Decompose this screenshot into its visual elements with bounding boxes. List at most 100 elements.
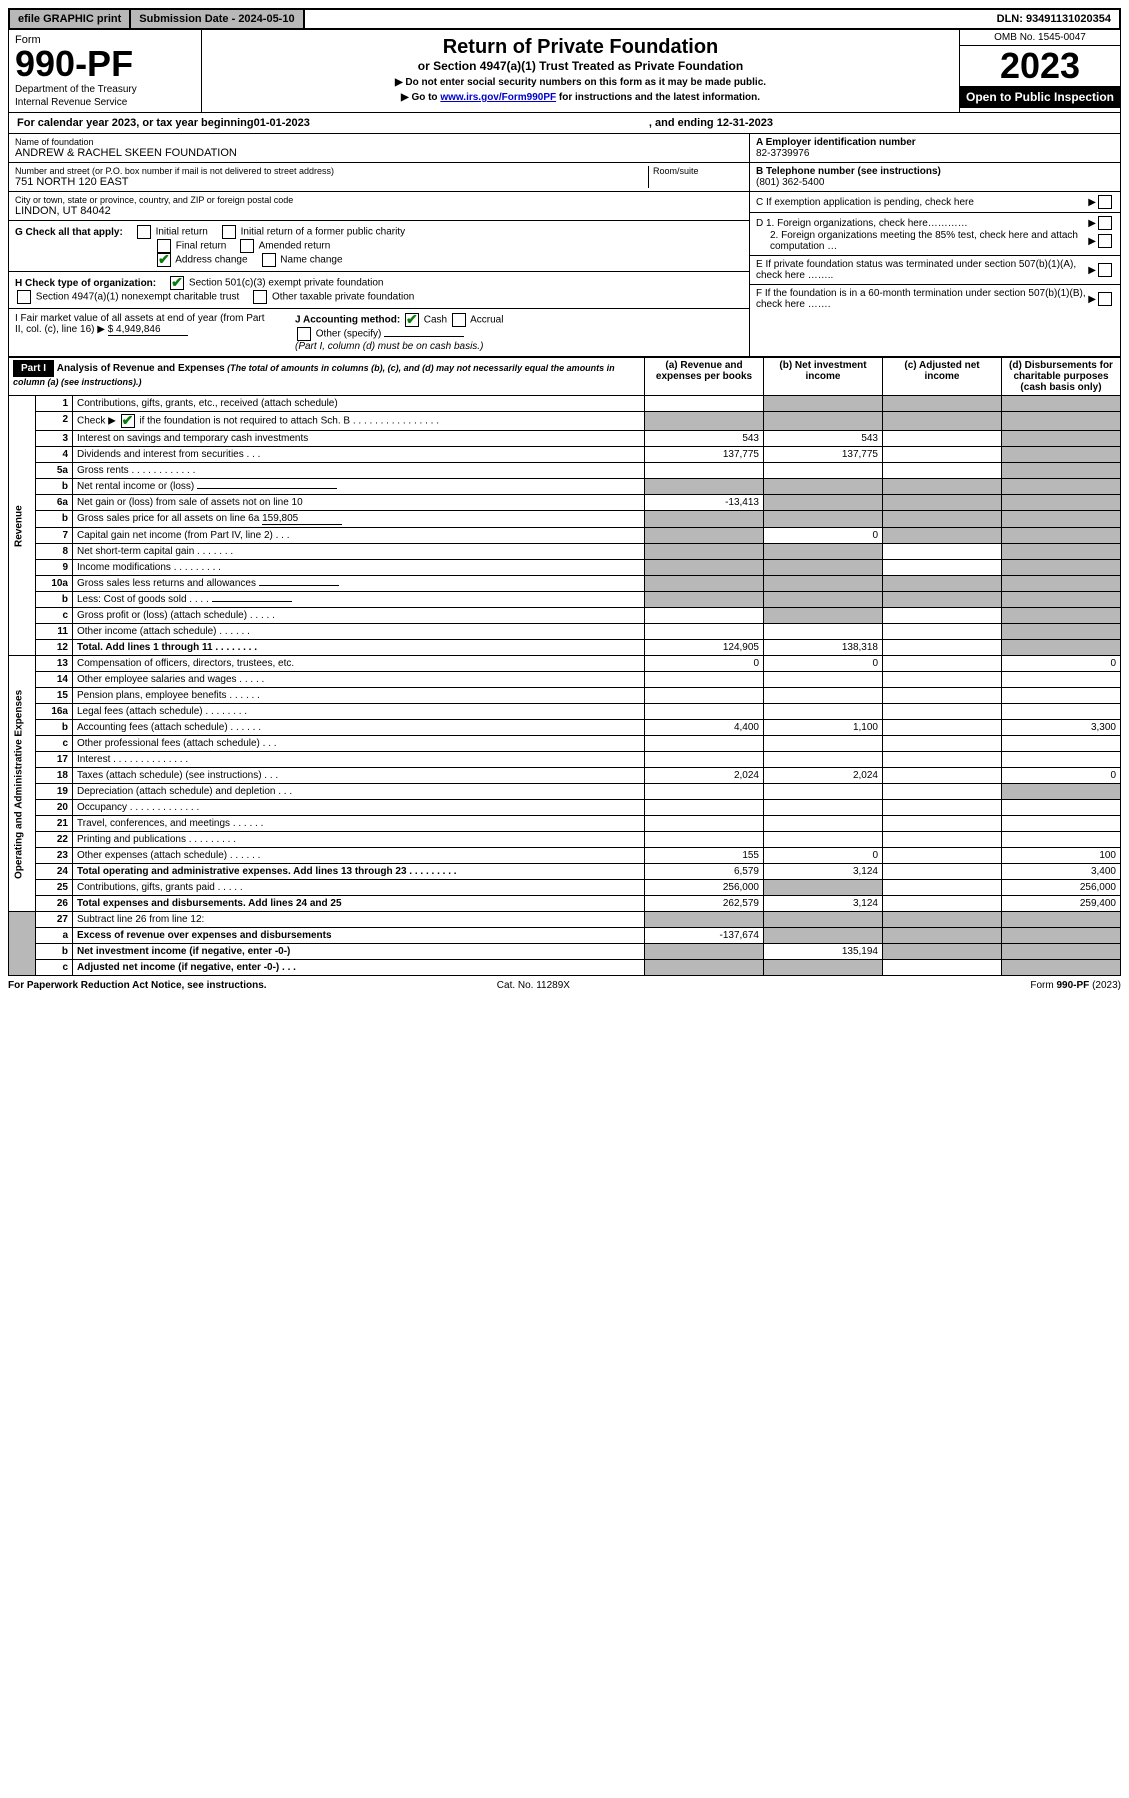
- row-16c: Other professional fees (attach schedule…: [73, 736, 645, 752]
- h-check-row: H Check type of organization: Section 50…: [15, 276, 743, 290]
- chk-d2[interactable]: [1098, 234, 1112, 248]
- lbl-501c3: Section 501(c)(3) exempt private foundat…: [189, 278, 384, 289]
- form-subtitle: or Section 4947(a)(1) Trust Treated as P…: [208, 59, 953, 73]
- row-16a: Legal fees (attach schedule) . . . . . .…: [73, 704, 645, 720]
- chk-address-change[interactable]: [157, 253, 171, 267]
- chk-initial[interactable]: [137, 225, 151, 239]
- row-15: Pension plans, employee benefits . . . .…: [73, 688, 645, 704]
- r23-a: 155: [645, 848, 764, 864]
- r6a-a: -13,413: [645, 495, 764, 511]
- chk-e[interactable]: [1098, 263, 1112, 277]
- row-8: Net short-term capital gain . . . . . . …: [73, 544, 645, 560]
- chk-name-change[interactable]: [262, 253, 276, 267]
- r4-a: 137,775: [645, 447, 764, 463]
- row-20: Occupancy . . . . . . . . . . . . .: [73, 800, 645, 816]
- cal-begin: 01-01-2023: [254, 117, 310, 129]
- chk-initial-former[interactable]: [222, 225, 236, 239]
- footer-left: For Paperwork Reduction Act Notice, see …: [8, 980, 267, 991]
- chk-amended[interactable]: [240, 239, 254, 253]
- row-1: Contributions, gifts, grants, etc., rece…: [73, 396, 645, 412]
- ein-label: A Employer identification number: [756, 137, 916, 148]
- lbl-name: Name change: [280, 255, 342, 266]
- row-26: Total expenses and disbursements. Add li…: [73, 896, 645, 912]
- f-label: F If the foundation is in a 60-month ter…: [756, 288, 1088, 310]
- r12-b: 138,318: [764, 640, 883, 656]
- chk-f[interactable]: [1098, 292, 1112, 306]
- r16b-d: 3,300: [1002, 720, 1121, 736]
- footer-right: Form 990-PF (2023): [1030, 980, 1121, 991]
- submission-date: Submission Date - 2024-05-10: [131, 10, 304, 28]
- row-17: Interest . . . . . . . . . . . . . .: [73, 752, 645, 768]
- lbl-amended: Amended return: [259, 241, 331, 252]
- part1-title: Analysis of Revenue and Expenses: [57, 363, 225, 374]
- chk-accrual[interactable]: [452, 313, 466, 327]
- chk-sch-b[interactable]: [121, 414, 135, 428]
- lbl-initial: Initial return: [156, 227, 208, 238]
- lbl-final: Final return: [176, 241, 227, 252]
- chk-d1[interactable]: [1098, 216, 1112, 230]
- chk-501c3[interactable]: [170, 276, 184, 290]
- chk-cash[interactable]: [405, 313, 419, 327]
- form990pf-link[interactable]: www.irs.gov/Form990PF: [440, 92, 556, 103]
- ein-value: 82-3739976: [756, 148, 809, 159]
- r6b-val: 159,805: [262, 513, 342, 525]
- row-27c: Adjusted net income (if negative, enter …: [73, 960, 645, 976]
- row-10a: Gross sales less returns and allowances: [73, 576, 645, 592]
- omb-number: OMB No. 1545-0047: [960, 30, 1120, 46]
- chk-4947[interactable]: [17, 290, 31, 304]
- lbl-cash: Cash: [424, 315, 447, 326]
- top-bar: efile GRAPHIC print Submission Date - 20…: [8, 8, 1121, 30]
- i-value: $ 4,949,846: [108, 324, 188, 336]
- room-label: Room/suite: [653, 166, 743, 176]
- r23-b: 0: [764, 848, 883, 864]
- city-state-zip: LINDON, UT 84042: [15, 205, 743, 217]
- dept-treasury: Department of the Treasury: [15, 84, 195, 95]
- r18-a: 2,024: [645, 768, 764, 784]
- tax-year: 2023: [960, 46, 1120, 86]
- r24-b: 3,124: [764, 864, 883, 880]
- r27b-b: 135,194: [764, 944, 883, 960]
- expenses-side-label: Operating and Administrative Expenses: [9, 656, 36, 912]
- form-header: Form 990-PF Department of the Treasury I…: [8, 30, 1121, 113]
- r16b-b: 1,100: [764, 720, 883, 736]
- row-3: Interest on savings and temporary cash i…: [73, 431, 645, 447]
- d2-label: 2. Foreign organizations meeting the 85%…: [756, 230, 1088, 252]
- irs: Internal Revenue Service: [15, 97, 195, 108]
- cal-end: 12-31-2023: [717, 117, 773, 129]
- form-title: Return of Private Foundation: [208, 36, 953, 59]
- lbl-address: Address change: [175, 255, 247, 266]
- r23-d: 100: [1002, 848, 1121, 864]
- calendar-year-row: For calendar year 2023, or tax year begi…: [8, 113, 1121, 134]
- chk-other-method[interactable]: [297, 327, 311, 341]
- col-a-header: (a) Revenue and expenses per books: [645, 358, 764, 396]
- r24-d: 3,400: [1002, 864, 1121, 880]
- r25-d: 256,000: [1002, 880, 1121, 896]
- chk-c[interactable]: [1098, 195, 1112, 209]
- r24-a: 6,579: [645, 864, 764, 880]
- revenue-side-label: Revenue: [9, 396, 36, 656]
- h-label: H Check type of organization:: [15, 278, 156, 289]
- lbl-4947: Section 4947(a)(1) nonexempt charitable …: [36, 292, 239, 303]
- chk-other-taxable[interactable]: [253, 290, 267, 304]
- r3-a: 543: [645, 431, 764, 447]
- d1-label: D 1. Foreign organizations, check here………: [756, 218, 1088, 229]
- r3-b: 543: [764, 431, 883, 447]
- row-24: Total operating and administrative expen…: [73, 864, 645, 880]
- row-5b: Net rental income or (loss): [73, 479, 645, 495]
- r25-a: 256,000: [645, 880, 764, 896]
- r26-d: 259,400: [1002, 896, 1121, 912]
- part1-label: Part I: [13, 360, 54, 377]
- row-16b: Accounting fees (attach schedule) . . . …: [73, 720, 645, 736]
- j-note: (Part I, column (d) must be on cash basi…: [295, 341, 483, 352]
- row-21: Travel, conferences, and meetings . . . …: [73, 816, 645, 832]
- row-6a: Net gain or (loss) from sale of assets n…: [73, 495, 645, 511]
- g-check-row: G Check all that apply: Initial return I…: [15, 225, 743, 239]
- row-18: Taxes (attach schedule) (see instruction…: [73, 768, 645, 784]
- row-13: Compensation of officers, directors, tru…: [73, 656, 645, 672]
- row-9: Income modifications . . . . . . . . .: [73, 560, 645, 576]
- e-label: E If private foundation status was termi…: [756, 259, 1088, 281]
- city-label: City or town, state or province, country…: [15, 195, 743, 205]
- row-23: Other expenses (attach schedule) . . . .…: [73, 848, 645, 864]
- open-to-public: Open to Public Inspection: [960, 86, 1120, 108]
- foundation-name: ANDREW & RACHEL SKEEN FOUNDATION: [15, 147, 743, 159]
